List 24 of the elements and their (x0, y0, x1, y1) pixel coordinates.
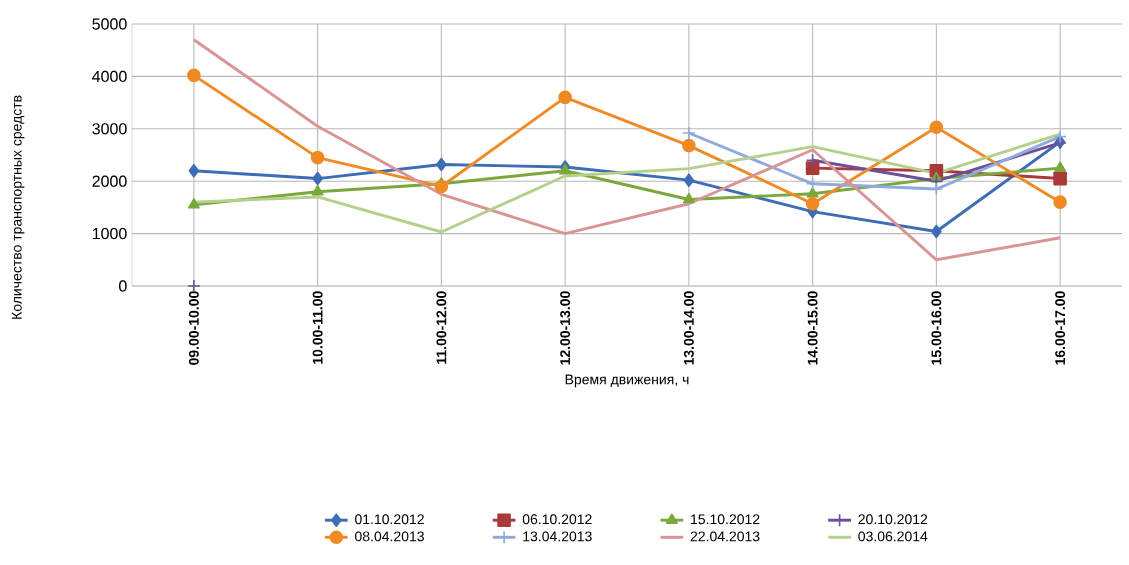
legend-label: 08.04.2013 (355, 531, 424, 542)
legend-label: 01.10.2012 (355, 514, 424, 525)
y-tick-label: 4000 (92, 70, 127, 83)
y-axis-title: Количество транспортных средств (11, 95, 25, 319)
x-tick-label: 11.00-12.00 (436, 291, 447, 364)
y-tick-label: 0 (119, 280, 127, 292)
x-tick-label: 09.00-10.00 (188, 291, 199, 365)
y-tick-label: 5000 (92, 18, 127, 30)
legend-label: 13.04.2013 (523, 531, 592, 542)
y-tick-label: 3000 (92, 123, 127, 135)
x-axis-title: Время движения, ч (565, 374, 689, 388)
legend-label: 22.04.2013 (690, 531, 760, 542)
x-tick-label: 14.00-15.00 (807, 291, 818, 365)
x-tick-label: 13.00-14.00 (683, 291, 694, 365)
x-tick-label: 15.00-16.00 (931, 291, 942, 365)
y-tick-label: 1000 (92, 227, 127, 240)
y-tick-label: 2000 (92, 175, 127, 187)
legend-label: 20.10.2012 (858, 514, 928, 525)
legend-label: 15.10.2012 (691, 514, 760, 525)
x-tick-label: 10.00-11.00 (312, 291, 323, 364)
x-tick-label: 16.00-17.00 (1055, 291, 1066, 365)
x-tick-label: 12.00-13.00 (560, 291, 571, 365)
legend-label: 03.06.2014 (858, 531, 928, 542)
legend-label: 06.10.2012 (522, 514, 592, 525)
